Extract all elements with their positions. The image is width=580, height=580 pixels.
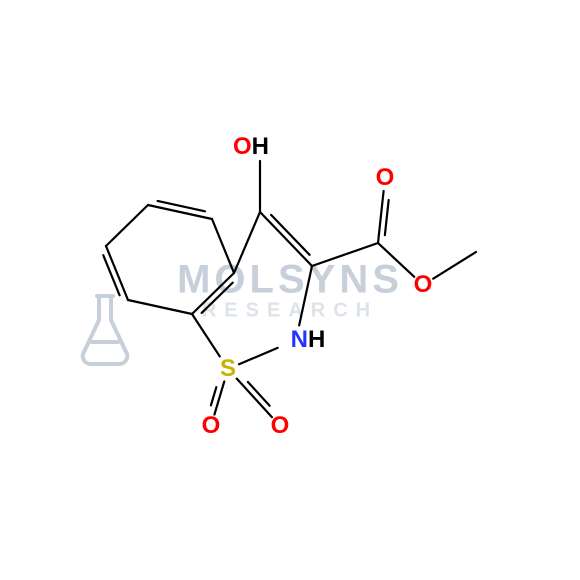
atom-O1: OH bbox=[233, 133, 269, 161]
atom-O3: O bbox=[414, 271, 433, 299]
atom-S: S bbox=[220, 355, 236, 383]
molecule-svg bbox=[0, 0, 580, 580]
atom-N: NH bbox=[291, 326, 326, 354]
molecule-figure: MOLSYNS RESEARCH SNHOHOOOO bbox=[0, 0, 580, 580]
atom-O5: O bbox=[271, 412, 290, 440]
atom-O4: O bbox=[202, 412, 221, 440]
atom-O2: O bbox=[376, 164, 395, 192]
